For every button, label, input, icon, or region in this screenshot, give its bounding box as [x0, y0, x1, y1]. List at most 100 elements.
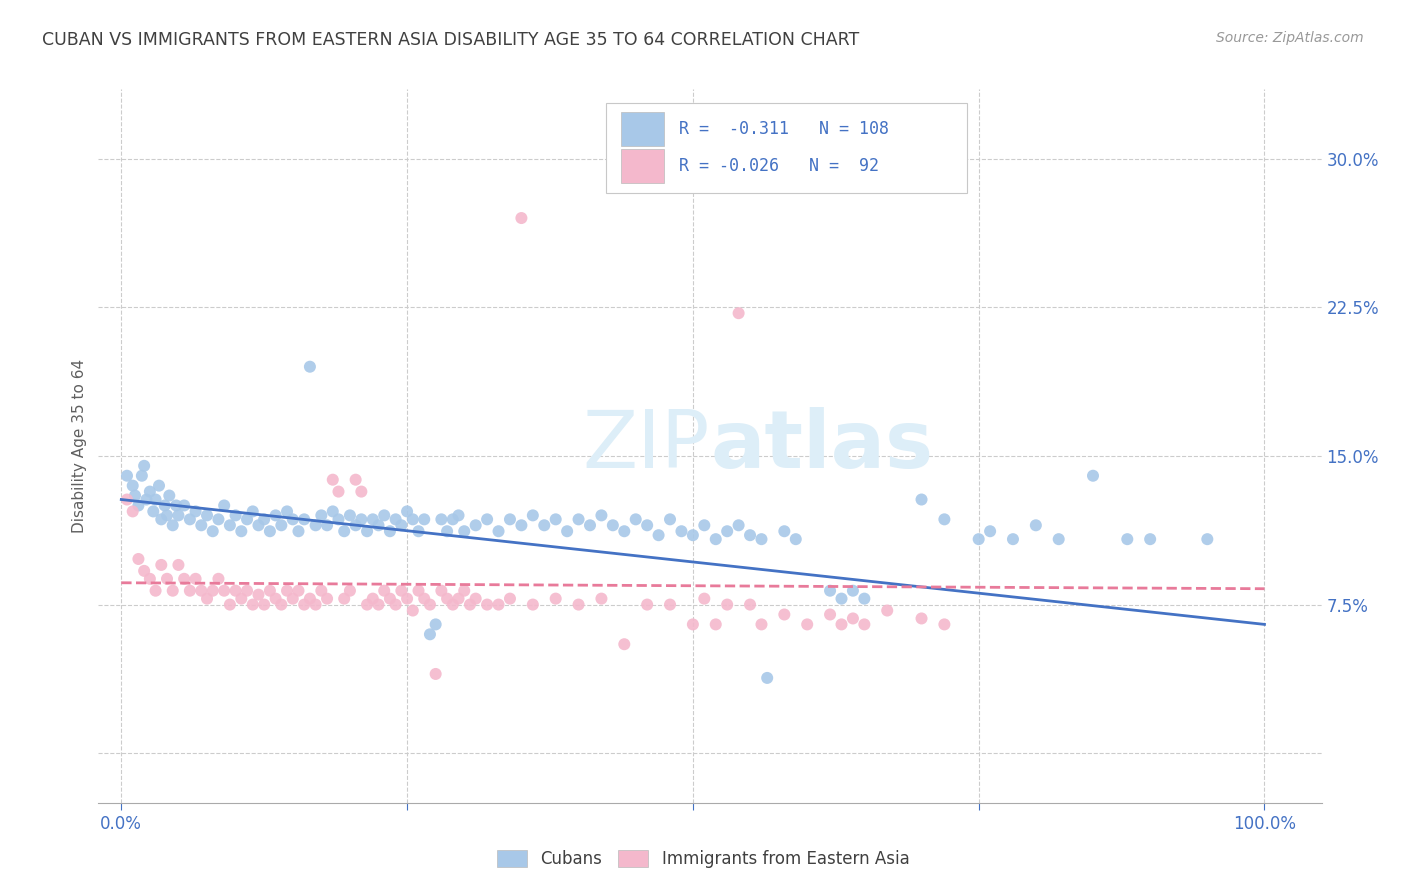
Point: [682, 617, 704, 632]
Point: [436, 591, 458, 606]
Point: [361, 512, 384, 526]
Legend: Cubans, Immigrants from Eastern Asia: Cubans, Immigrants from Eastern Asia: [489, 843, 917, 875]
Point: [602, 518, 624, 533]
Point: [173, 572, 195, 586]
Point: [135, 492, 157, 507]
Point: [142, 504, 165, 518]
Point: [704, 532, 727, 546]
Point: [356, 598, 378, 612]
Point: [276, 504, 298, 518]
Point: [831, 591, 853, 606]
Y-axis label: Disability Age 35 to 64: Disability Age 35 to 64: [72, 359, 87, 533]
Point: [796, 617, 818, 632]
Point: [647, 528, 669, 542]
Point: [671, 524, 693, 539]
Point: [201, 524, 224, 539]
Point: [361, 591, 384, 606]
Point: [544, 591, 567, 606]
Point: [384, 598, 406, 612]
Point: [659, 598, 682, 612]
Point: [322, 504, 344, 518]
Point: [425, 667, 447, 681]
Point: [219, 518, 242, 533]
Point: [207, 512, 229, 526]
Point: [396, 591, 419, 606]
Point: [304, 598, 326, 612]
Point: [207, 572, 229, 586]
Point: [156, 508, 179, 523]
Point: [179, 512, 201, 526]
Point: [134, 564, 156, 578]
Point: [389, 518, 412, 533]
Point: [292, 598, 315, 612]
Point: [311, 583, 333, 598]
Point: [682, 528, 704, 542]
Point: [738, 598, 761, 612]
Point: [510, 518, 533, 533]
Point: [430, 512, 453, 526]
Point: [488, 598, 510, 612]
Point: [1139, 532, 1161, 546]
Point: [831, 617, 853, 632]
Point: [242, 598, 264, 612]
Point: [402, 512, 425, 526]
Point: [173, 499, 195, 513]
Point: [167, 558, 190, 572]
Point: [716, 524, 738, 539]
Point: [567, 598, 589, 612]
Point: [441, 598, 464, 612]
Point: [613, 524, 636, 539]
Point: [818, 607, 841, 622]
Point: [522, 508, 544, 523]
Point: [264, 508, 287, 523]
FancyBboxPatch shape: [620, 112, 664, 146]
Point: [150, 512, 173, 526]
Point: [659, 512, 682, 526]
Point: [156, 572, 179, 586]
Point: [402, 603, 425, 617]
Point: [567, 512, 589, 526]
Point: [378, 524, 401, 539]
Point: [270, 518, 292, 533]
Point: [184, 504, 207, 518]
Point: [458, 598, 481, 612]
Point: [533, 518, 555, 533]
Point: [339, 583, 361, 598]
Point: [842, 583, 865, 598]
Point: [876, 603, 898, 617]
Point: [195, 508, 218, 523]
Point: [287, 583, 309, 598]
Point: [624, 512, 647, 526]
Point: [373, 583, 395, 598]
Point: [225, 583, 247, 598]
Point: [344, 473, 367, 487]
Point: [115, 492, 138, 507]
Point: [613, 637, 636, 651]
Point: [499, 512, 522, 526]
Point: [419, 627, 441, 641]
Point: [316, 518, 339, 533]
Point: [350, 484, 373, 499]
Text: R =  -0.311   N = 108: R = -0.311 N = 108: [679, 120, 890, 138]
Point: [1197, 532, 1219, 546]
Point: [499, 591, 522, 606]
Point: [1081, 468, 1104, 483]
Point: [298, 359, 321, 374]
Point: [1047, 532, 1070, 546]
Point: [298, 591, 321, 606]
Point: [773, 607, 796, 622]
Point: [1025, 518, 1047, 533]
Point: [167, 508, 190, 523]
Point: [162, 518, 184, 533]
Point: [311, 508, 333, 523]
Point: [773, 524, 796, 539]
Point: [225, 508, 247, 523]
Point: [242, 504, 264, 518]
Point: [236, 583, 259, 598]
Point: [195, 591, 218, 606]
Point: [373, 508, 395, 523]
Point: [212, 499, 235, 513]
Point: [139, 484, 162, 499]
Text: CUBAN VS IMMIGRANTS FROM EASTERN ASIA DISABILITY AGE 35 TO 64 CORRELATION CHART: CUBAN VS IMMIGRANTS FROM EASTERN ASIA DI…: [42, 31, 859, 49]
Point: [389, 583, 412, 598]
